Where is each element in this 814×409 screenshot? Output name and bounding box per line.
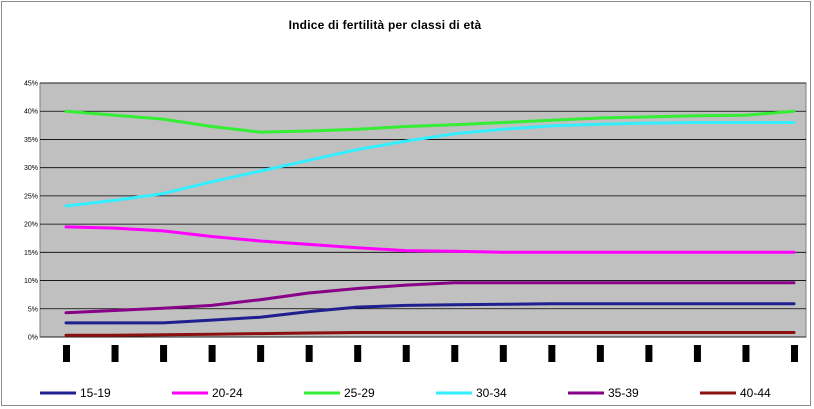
legend-label: 15-19	[80, 386, 111, 400]
legend-label: 20-24	[212, 386, 243, 400]
y-tick-label: 25%	[24, 193, 38, 200]
x-tick-mark	[451, 345, 459, 362]
y-tick-label: 35%	[24, 137, 38, 144]
x-tick-mark	[499, 345, 507, 362]
y-tick-label: 15%	[24, 250, 38, 257]
x-tick-mark	[596, 345, 604, 362]
y-tick-label: 0%	[28, 335, 38, 342]
x-tick-mark	[693, 345, 701, 362]
x-tick-mark	[305, 345, 313, 362]
series-line-35-39	[64, 281, 796, 315]
y-tick-label: 45%	[24, 81, 38, 88]
legend-label: 25-29	[344, 386, 375, 400]
series-line-15-19	[64, 302, 796, 325]
legend-label: 30-34	[476, 386, 507, 400]
legend-label: 35-39	[608, 386, 639, 400]
x-tick-mark	[742, 345, 750, 362]
chart-title: Indice di fertilità per classi di età	[288, 18, 482, 32]
y-tick-label: 10%	[24, 278, 38, 285]
x-tick-mark	[402, 345, 410, 362]
y-tick-label: 40%	[24, 109, 38, 116]
x-tick-mark	[63, 345, 70, 362]
x-tick-mark	[548, 345, 556, 362]
legend-label: 40-44	[740, 386, 771, 400]
series-line-20-24	[64, 225, 796, 254]
y-tick-label: 30%	[24, 165, 38, 172]
x-tick-mark	[160, 345, 168, 362]
x-tick-mark	[208, 345, 216, 362]
x-tick-mark	[111, 345, 119, 362]
series-line-25-29	[64, 109, 796, 134]
y-tick-label: 20%	[24, 222, 38, 229]
x-tick-mark	[257, 345, 265, 362]
x-tick-mark	[791, 345, 798, 362]
x-tick-mark	[354, 345, 362, 362]
y-tick-label: 5%	[28, 306, 38, 313]
x-tick-mark	[645, 345, 653, 362]
series-line-40-44	[64, 331, 796, 337]
series-line-30-34	[64, 121, 796, 208]
